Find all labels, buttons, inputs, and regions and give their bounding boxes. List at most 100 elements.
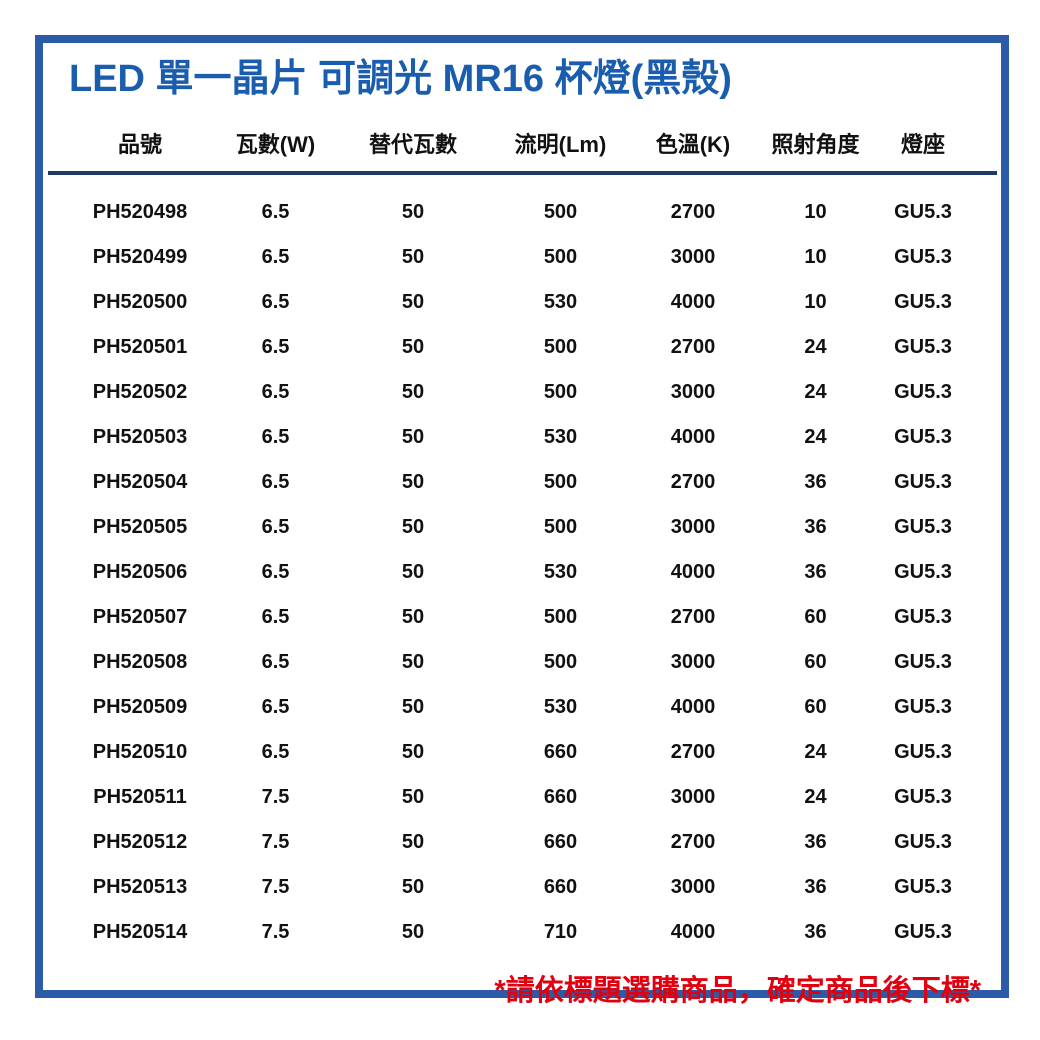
cell: GU5.3	[894, 516, 952, 538]
cell: GU5.3	[894, 246, 952, 268]
cell: 60	[804, 696, 827, 718]
cell: 3000	[670, 246, 716, 268]
cell: 6.5	[261, 426, 290, 448]
cell: GU5.3	[894, 831, 952, 853]
cell: 60	[804, 651, 827, 673]
cell: 50	[401, 471, 425, 493]
cell: 50	[401, 426, 425, 448]
cell: 50	[401, 291, 425, 313]
cell: 24	[804, 786, 827, 808]
cell: GU5.3	[894, 606, 952, 628]
cell: GU5.3	[894, 876, 952, 898]
cell: 500	[543, 516, 578, 538]
cell: 6.5	[261, 516, 290, 538]
cell: PH520507	[92, 606, 188, 628]
cell: 7.5	[261, 831, 290, 853]
cell: 50	[401, 246, 425, 268]
column-header: 替代瓦數	[338, 117, 488, 175]
spec-frame: LED 單一晶片 可調光 MR16 杯燈(黑殼) 品號 瓦數(W) 替代瓦數 流明(L…	[35, 35, 1009, 1007]
cell: PH520509	[92, 696, 188, 718]
cell: 3000	[670, 381, 716, 403]
cell: 6.5	[261, 336, 290, 358]
page-title: LED 單一晶片 可調光 MR16 杯燈(黑殼)	[69, 58, 732, 100]
cell: GU5.3	[894, 651, 952, 673]
cell: 6.5	[261, 246, 290, 268]
cell: PH520512	[92, 831, 188, 853]
cell: 4000	[670, 696, 716, 718]
cell: 6.5	[261, 651, 290, 673]
cell: 6.5	[261, 291, 290, 313]
table-row: PH520511 7.5 50 660 3000 24 GU5.3	[48, 775, 997, 820]
table-row: PH520512 7.5 50 660 2700 36 GU5.3	[48, 820, 997, 865]
table-row: PH520506 6.5 50 530 4000 36 GU5.3	[48, 550, 997, 595]
cell: PH520504	[92, 471, 188, 493]
column-header: 品號	[48, 117, 213, 175]
cell: 500	[543, 381, 578, 403]
cell: PH520510	[92, 741, 188, 763]
cell: PH520505	[92, 516, 188, 538]
cell: 6.5	[261, 606, 290, 628]
cell: 7.5	[261, 876, 290, 898]
cell: PH520501	[92, 336, 188, 358]
cell: 530	[543, 696, 578, 718]
cell: 6.5	[261, 201, 290, 223]
cell: 3000	[670, 516, 716, 538]
cell: 500	[543, 336, 578, 358]
column-header: 流明(Lm)	[488, 117, 633, 175]
cell: 50	[401, 831, 425, 853]
cell: 6.5	[261, 381, 290, 403]
cell: GU5.3	[894, 921, 952, 943]
table-row: PH520513 7.5 50 660 3000 36 GU5.3	[48, 865, 997, 910]
cell: 10	[804, 246, 827, 268]
cell: 10	[804, 291, 827, 313]
cell: 50	[401, 606, 425, 628]
cell: 24	[804, 336, 827, 358]
cell: 6.5	[261, 471, 290, 493]
table-row: PH520498 6.5 50 500 2700 10 GU5.3	[48, 173, 997, 235]
table-row: PH520499 6.5 50 500 3000 10 GU5.3	[48, 235, 997, 280]
cell: 2700	[670, 336, 716, 358]
spec-table-body: PH520498 6.5 50 500 2700 10 GU5.3 PH520499 6.5 50…	[48, 173, 997, 955]
cell: 3000	[670, 786, 716, 808]
cell: PH520511	[93, 786, 187, 808]
cell: 7.5	[261, 921, 290, 943]
cell: 530	[543, 561, 578, 583]
table-row: PH520508 6.5 50 500 3000 60 GU5.3	[48, 640, 997, 685]
cell: PH520498	[92, 201, 188, 223]
cell: PH520508	[92, 651, 188, 673]
cell: PH520500	[92, 291, 188, 313]
cell: 2700	[670, 471, 716, 493]
table-row: PH520509 6.5 50 530 4000 60 GU5.3	[48, 685, 997, 730]
cell: GU5.3	[894, 336, 952, 358]
column-header: 燈座	[878, 117, 997, 175]
cell: 530	[543, 291, 578, 313]
cell: 36	[804, 516, 827, 538]
cell: 50	[401, 876, 425, 898]
cell: 50	[401, 741, 425, 763]
cell: 24	[804, 426, 827, 448]
cell: PH520514	[92, 921, 188, 943]
table-row: PH520503 6.5 50 530 4000 24 GU5.3	[48, 415, 997, 460]
cell: 50	[401, 336, 425, 358]
table-row: PH520504 6.5 50 500 2700 36 GU5.3	[48, 460, 997, 505]
table-row: PH520502 6.5 50 500 3000 24 GU5.3	[48, 370, 997, 415]
cell: 2700	[670, 201, 716, 223]
cell: 10	[804, 201, 827, 223]
cell: 710	[543, 921, 578, 943]
cell: 500	[543, 201, 578, 223]
cell: 24	[804, 741, 827, 763]
cell: 50	[401, 381, 425, 403]
cell: 36	[804, 561, 827, 583]
cell: 36	[804, 921, 827, 943]
cell: 2700	[670, 741, 716, 763]
cell: GU5.3	[894, 471, 952, 493]
cell: 36	[804, 471, 827, 493]
cell: GU5.3	[894, 786, 952, 808]
cell: PH520513	[92, 876, 188, 898]
cell: 4000	[670, 561, 716, 583]
spec-table: 品號 瓦數(W) 替代瓦數 流明(Lm) 色溫(K) 照射角度 燈座 PH520498 6.5…	[48, 117, 997, 955]
header-row: 品號 瓦數(W) 替代瓦數 流明(Lm) 色溫(K) 照射角度 燈座	[48, 117, 997, 175]
cell: 660	[543, 876, 578, 898]
cell: 500	[543, 606, 578, 628]
